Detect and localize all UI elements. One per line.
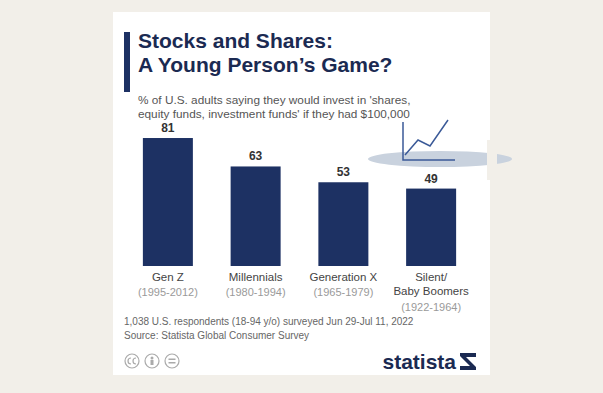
subtitle: % of U.S. adults saying they would inves… xyxy=(138,93,410,121)
title-accent xyxy=(124,32,130,92)
chart-root: Stocks and Shares:A Young Person’s Game?… xyxy=(0,0,603,393)
bar xyxy=(406,189,456,266)
logo: statista xyxy=(382,350,456,373)
bars xyxy=(143,138,456,266)
subtitle-line: % of U.S. adults saying they would inves… xyxy=(138,93,410,107)
category-line: Baby Boomers xyxy=(393,285,469,297)
category-years: (1965-1979) xyxy=(313,286,373,298)
category-label: Millennials xyxy=(229,271,283,283)
license-icon-part xyxy=(169,362,176,364)
category-label: Generation X xyxy=(309,271,377,283)
icon-axes xyxy=(403,122,455,160)
category-years: (1995-2012) xyxy=(138,286,198,298)
title-line: Stocks and Shares: xyxy=(138,29,333,52)
data-label: 53 xyxy=(337,165,351,179)
category-years: (1980-1994) xyxy=(226,286,286,298)
bar xyxy=(318,182,368,266)
logo-icon xyxy=(460,353,476,370)
page-background xyxy=(0,0,603,393)
category-line: Millennials xyxy=(229,271,283,283)
license-icon-part xyxy=(169,359,176,361)
category-label: Gen Z xyxy=(152,271,184,283)
category-years: (1922-1964) xyxy=(401,301,461,313)
source: Source: Statista Global Consumer Survey xyxy=(124,330,309,341)
license-icon xyxy=(125,354,139,368)
data-label: 49 xyxy=(424,172,438,186)
license-icon xyxy=(165,354,179,368)
license-icon-part xyxy=(128,358,136,364)
note: 1,038 U.S. respondents (18-94 y/o) surve… xyxy=(124,316,414,327)
icon-line xyxy=(405,120,448,155)
subtitle-line: equity funds, investment funds' if they … xyxy=(138,107,410,121)
license-icon-part xyxy=(151,357,154,360)
card xyxy=(113,12,490,375)
data-label: 63 xyxy=(249,149,263,163)
category-line: Generation X xyxy=(309,271,377,283)
title: Stocks and Shares:A Young Person’s Game? xyxy=(138,29,392,76)
title-line: A Young Person’s Game? xyxy=(138,53,392,76)
license-icon xyxy=(145,354,159,368)
category-line: Gen Z xyxy=(152,271,184,283)
bar xyxy=(143,138,193,266)
category-line: Silent/ xyxy=(415,271,448,283)
data-label: 81 xyxy=(161,121,175,135)
icon-clip xyxy=(487,140,497,180)
bar xyxy=(231,166,281,266)
license-icon-part xyxy=(151,360,154,365)
category-label: Silent/Baby Boomers xyxy=(393,271,469,297)
